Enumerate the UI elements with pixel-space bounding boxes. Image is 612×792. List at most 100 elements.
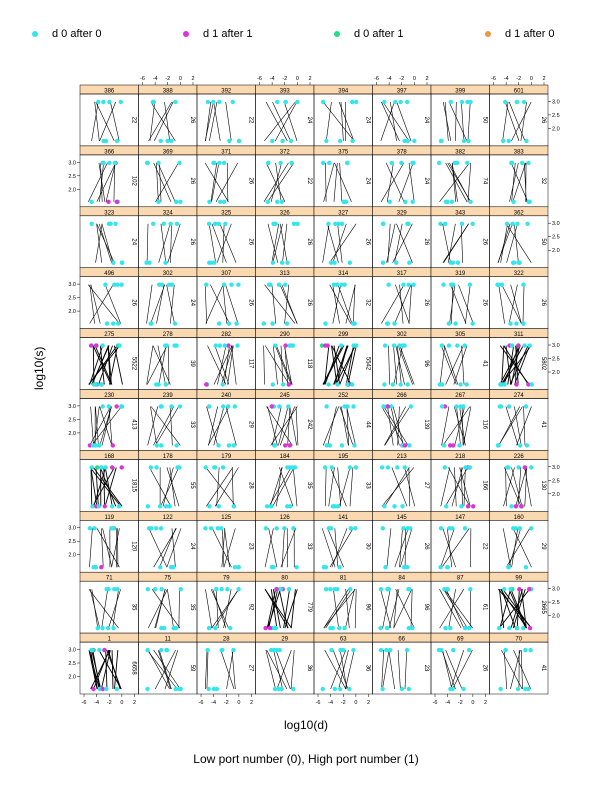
- data-point: [381, 221, 386, 226]
- panel-frame: [79, 459, 139, 512]
- series-line: [89, 467, 122, 507]
- series-line: [221, 528, 226, 568]
- data-point: [168, 565, 174, 570]
- series-line: [104, 284, 122, 324]
- series-line: [408, 162, 415, 202]
- series-line: [508, 284, 518, 324]
- series-line: [98, 223, 112, 263]
- data-point: [232, 404, 238, 409]
- y-tick-label: 2.5: [68, 174, 76, 180]
- x-tick-label: 2: [250, 700, 253, 706]
- data-point: [517, 526, 523, 531]
- data-point: [219, 587, 224, 592]
- legend-symbol-1: [183, 31, 189, 38]
- strip-label: 70: [515, 637, 522, 643]
- data-point: [207, 504, 212, 509]
- data-point: [154, 443, 160, 448]
- series-line: [88, 162, 108, 202]
- x-tick-label: 0: [179, 76, 182, 82]
- data-point: [205, 647, 210, 653]
- data-point: [163, 343, 168, 348]
- panel-count: 24: [306, 117, 312, 124]
- series-line: [512, 589, 526, 629]
- data-point: [410, 160, 415, 166]
- data-point: [378, 587, 384, 592]
- series-line: [99, 467, 117, 507]
- series-line: [447, 162, 471, 202]
- legend-item-2: d 0 after 1: [334, 28, 404, 40]
- strip-label: 147: [455, 515, 466, 521]
- y-tick-label: 2.5: [68, 661, 76, 667]
- data-point: [216, 221, 221, 226]
- data-point: [156, 199, 161, 204]
- series-line: [385, 162, 405, 202]
- series-line: [226, 650, 234, 690]
- data-point: [231, 647, 236, 653]
- data-point: [508, 321, 513, 326]
- strip-label: 28: [223, 637, 230, 643]
- series-line: [349, 467, 354, 507]
- data-point: [91, 686, 96, 692]
- series-line: [204, 101, 214, 141]
- data-point: [380, 526, 386, 531]
- data-point: [268, 504, 274, 509]
- panel-count: 59: [189, 665, 195, 672]
- series-line: [396, 223, 413, 263]
- strip-label: 195: [338, 454, 349, 460]
- data-point: [446, 343, 452, 348]
- data-point: [158, 526, 164, 531]
- strip-label: 327: [338, 210, 349, 216]
- strip-label: 388: [163, 89, 174, 95]
- series-line: [154, 649, 176, 690]
- data-point: [217, 160, 222, 166]
- data-point: [324, 138, 329, 144]
- x-tick-label: 2: [484, 700, 487, 706]
- series-line: [442, 528, 456, 568]
- data-point: [382, 343, 388, 348]
- series-line: [88, 284, 120, 324]
- series-line: [327, 223, 339, 263]
- series-line: [345, 589, 350, 629]
- data-point: [89, 465, 94, 470]
- series-line: [395, 284, 410, 324]
- y-axis-label: log10(s): [32, 346, 46, 390]
- panel-count: 26: [482, 665, 488, 672]
- series-line: [502, 101, 509, 141]
- data-point: [335, 382, 340, 387]
- data-point: [174, 221, 180, 226]
- data-point: [384, 647, 389, 653]
- data-point: [111, 526, 116, 531]
- data-point: [211, 686, 217, 692]
- data-point: [106, 221, 112, 226]
- strip-label: 178: [163, 454, 174, 460]
- strip-label: 125: [221, 515, 232, 521]
- data-point: [463, 625, 468, 631]
- series-line: [399, 528, 413, 568]
- series-line: [397, 345, 413, 385]
- series-line: [399, 345, 415, 385]
- strip-label: 126: [280, 515, 291, 521]
- data-point: [263, 526, 269, 531]
- y-tick-label: 2.0: [68, 553, 76, 559]
- data-point: [270, 260, 276, 265]
- series-line: [323, 589, 349, 629]
- series-line: [460, 223, 464, 263]
- series-line: [113, 345, 123, 385]
- series-line: [516, 589, 520, 629]
- data-point: [523, 565, 529, 570]
- data-point: [504, 221, 510, 226]
- series-line: [521, 589, 527, 629]
- data-point: [522, 465, 528, 470]
- series-line: [331, 528, 348, 568]
- data-point: [509, 160, 514, 166]
- data-point: [516, 260, 521, 265]
- data-point: [236, 138, 242, 144]
- data-point: [332, 686, 338, 692]
- series-line: [264, 284, 296, 324]
- series-line: [279, 467, 294, 507]
- data-point: [405, 221, 410, 226]
- data-point: [399, 686, 405, 692]
- series-line: [330, 649, 346, 690]
- data-point: [454, 160, 460, 166]
